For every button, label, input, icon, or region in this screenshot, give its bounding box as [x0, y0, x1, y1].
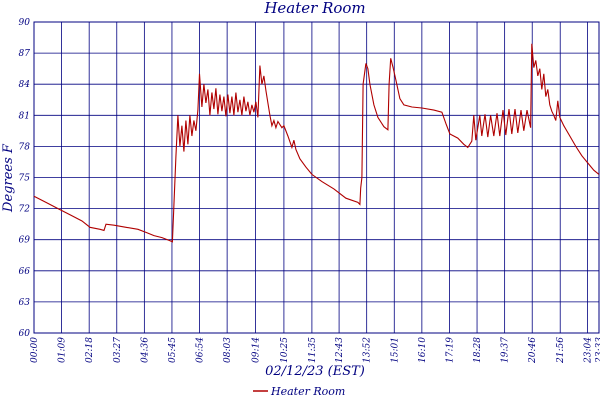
- y-tick-label: 75: [19, 174, 31, 184]
- y-tick-label: 90: [19, 18, 31, 28]
- x-tick-label: 17:19: [445, 337, 455, 363]
- y-tick-label: 69: [19, 236, 31, 246]
- y-tick-label: 87: [19, 49, 31, 59]
- x-tick-label: 19:37: [501, 337, 511, 363]
- x-tick-label: 15:01: [390, 337, 400, 363]
- x-axis-ticks: 00:00 01:09 02:18 03:27 04:36 05:45 06:54 08:03…: [30, 337, 600, 364]
- y-tick-label: 63: [19, 298, 31, 308]
- series-line-heater-room: [33, 43, 600, 243]
- x-tick-label: 18:28: [473, 337, 483, 363]
- chart-title: Heater Room: [263, 0, 365, 17]
- x-tick-label: 04:36: [140, 337, 150, 363]
- x-tick-label: 10:25: [280, 337, 290, 363]
- x-tick-label: 13:52: [363, 337, 373, 363]
- y-tick-label: 72: [19, 205, 31, 215]
- y-tick-label: 84: [19, 80, 31, 90]
- x-tick-label: 16:10: [418, 337, 428, 363]
- y-axis-label: Degrees F: [1, 143, 16, 213]
- x-axis-label: 02/12/23 (EST): [265, 364, 365, 379]
- y-tick-label: 66: [19, 267, 31, 277]
- x-tick-label: 01:09: [58, 337, 68, 363]
- y-tick-label: 60: [19, 329, 31, 339]
- x-tick-label: 11:35: [308, 337, 318, 363]
- x-tick-label: 00:00: [30, 337, 40, 363]
- x-tick-label: 02:18: [85, 337, 95, 363]
- x-tick-label: 09:14: [252, 337, 262, 363]
- x-tick-label: 23:33: [595, 337, 600, 364]
- x-tick-label: 08:03: [223, 337, 233, 363]
- legend: Heater Room: [253, 385, 345, 398]
- x-tick-label: 21:56: [556, 337, 566, 364]
- x-tick-label: 06:54: [196, 337, 206, 363]
- x-tick-label: 23:04: [583, 337, 593, 364]
- x-tick-label: 05:45: [168, 337, 178, 363]
- x-tick-label: 20:46: [528, 337, 538, 364]
- x-tick-label: 03:27: [113, 337, 123, 363]
- y-tick-label: 78: [19, 142, 31, 152]
- legend-label-heater-room: Heater Room: [270, 385, 345, 398]
- y-axis-ticks: 60 63 66 69 72 75 78 81 84 87 90: [19, 18, 31, 339]
- plot-frame: [33, 21, 600, 334]
- x-tick-label: 12:43: [335, 337, 345, 363]
- y-tick-label: 81: [19, 111, 30, 121]
